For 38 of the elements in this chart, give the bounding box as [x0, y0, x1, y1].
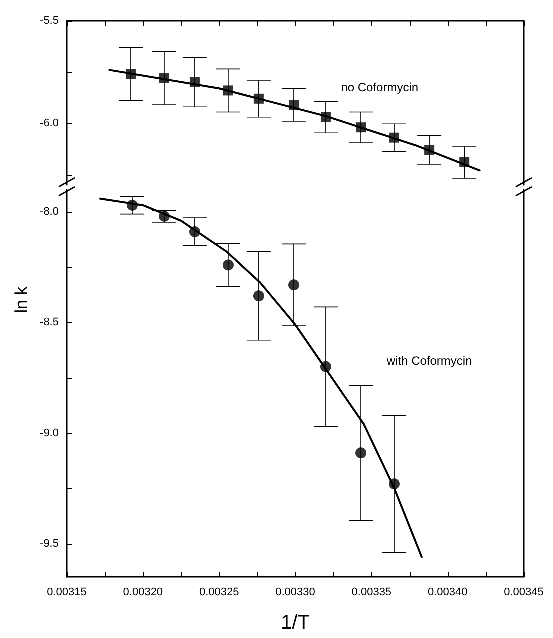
- y-tick-label: -5.5: [40, 15, 59, 27]
- point: [189, 226, 200, 238]
- y-tick-label: -8.5: [40, 316, 59, 329]
- y-tick-label: -8.0: [40, 206, 59, 218]
- point: [253, 290, 264, 302]
- x-tick-label: 0.00330: [276, 586, 316, 598]
- point: [127, 200, 138, 211]
- x-tick-label: 0.00320: [123, 586, 164, 598]
- y-axis-title: ln k: [12, 286, 32, 316]
- point: [356, 448, 367, 459]
- x-tick-label: 0.00315: [47, 586, 87, 598]
- point: [254, 94, 264, 104]
- point: [460, 157, 470, 168]
- point: [320, 112, 331, 122]
- y-tick-label: -9.0: [40, 427, 59, 440]
- point: [288, 100, 299, 110]
- y-tick-label: -9.5: [40, 538, 59, 550]
- point: [288, 280, 300, 291]
- x-tick-label: 0.00345: [504, 586, 544, 598]
- point: [320, 361, 332, 372]
- point: [424, 145, 435, 156]
- point: [223, 86, 234, 96]
- point: [390, 132, 400, 143]
- point: [222, 260, 234, 271]
- x-axis-title: 1/T: [281, 612, 310, 634]
- point: [356, 122, 366, 133]
- x-tick-label: 0.00335: [352, 586, 392, 598]
- series-label: no Coformycin: [341, 80, 419, 95]
- text: with Coformycin: [386, 354, 472, 368]
- point: [389, 478, 400, 490]
- point: [126, 69, 136, 80]
- x-tick-label: 0.00325: [199, 586, 240, 598]
- point: [159, 211, 170, 222]
- y-tick-label: -6.0: [40, 118, 59, 130]
- point: [159, 73, 170, 84]
- line-series: [108, 69, 481, 172]
- point: [190, 78, 200, 88]
- x-tick-label: 0.00340: [428, 586, 468, 598]
